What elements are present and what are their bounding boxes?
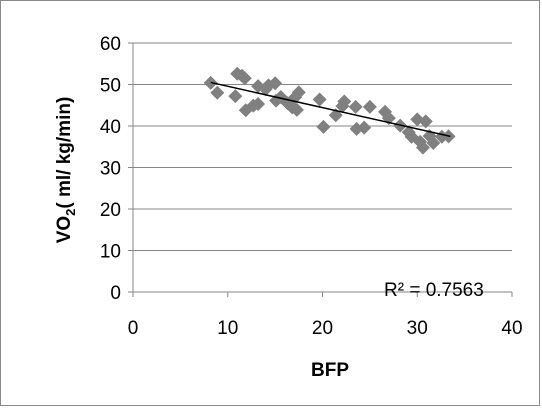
y-axis-title: VO2( ml/ kg/min) (54, 97, 78, 244)
x-tick-label-30: 30 (407, 318, 428, 339)
gridlines (128, 42, 512, 293)
axes (132, 43, 513, 297)
data-point-3 (228, 89, 243, 104)
data-point-28 (357, 120, 372, 135)
y-tick-label-60: 60 (100, 34, 121, 55)
data-point-25 (337, 94, 352, 109)
data-point-19 (289, 102, 304, 117)
x-tick-label-40: 40 (501, 318, 522, 339)
x-tick-label-20: 20 (312, 318, 333, 339)
trendline (210, 81, 451, 138)
x-axis-title: BFP (311, 360, 349, 381)
data-point-22 (316, 119, 331, 134)
data-point-20 (291, 85, 306, 100)
trendline-group (210, 81, 451, 138)
y-axis-title-rest: ( ml/ kg/min) (54, 97, 75, 209)
data-point-38 (418, 114, 433, 129)
data-point-6 (237, 71, 252, 86)
y-tick-label-10: 10 (100, 242, 121, 263)
data-point-29 (362, 99, 377, 114)
y-axis-title-main: VO (54, 216, 75, 243)
data-point-9 (251, 97, 266, 112)
x-tick-label-0: 0 (128, 318, 139, 339)
y-tick-label-0: 0 (110, 283, 121, 304)
y-tick-label-20: 20 (100, 200, 121, 221)
y-tick-label-30: 30 (100, 159, 121, 180)
data-point-2 (210, 85, 225, 100)
data-point-37 (415, 140, 430, 155)
y-tick-labels: 0 10 20 30 40 50 60 (100, 34, 121, 304)
data-point-21 (312, 92, 327, 107)
y-tick-label-50: 50 (100, 76, 121, 97)
data-point-13 (268, 76, 283, 91)
y-axis-title-subscript: 2 (63, 209, 78, 216)
r-squared-annotation: R² = 0.7563 (384, 280, 484, 301)
y-tick-label-40: 40 (100, 117, 121, 138)
data-points (203, 66, 456, 155)
data-point-26 (348, 99, 363, 114)
data-point-40 (426, 136, 441, 151)
x-tick-labels: 0 10 20 30 40 (128, 318, 523, 339)
x-tick-label-10: 10 (217, 318, 238, 339)
